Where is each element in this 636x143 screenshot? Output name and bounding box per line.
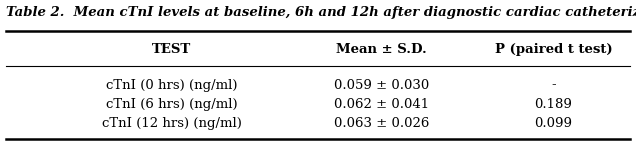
- Text: Table 2.  Mean cTnI levels at baseline, 6h and 12h after diagnostic cardiac cath: Table 2. Mean cTnI levels at baseline, 6…: [6, 6, 636, 19]
- Text: cTnI (12 hrs) (ng/ml): cTnI (12 hrs) (ng/ml): [102, 117, 242, 130]
- Text: P (paired t test): P (paired t test): [495, 43, 612, 56]
- Text: cTnI (6 hrs) (ng/ml): cTnI (6 hrs) (ng/ml): [106, 98, 237, 111]
- Text: 0.189: 0.189: [534, 98, 572, 111]
- Text: 0.099: 0.099: [534, 117, 572, 130]
- Text: 0.062 ± 0.041: 0.062 ± 0.041: [334, 98, 429, 111]
- Text: cTnI (0 hrs) (ng/ml): cTnI (0 hrs) (ng/ml): [106, 79, 237, 92]
- Text: 0.063 ± 0.026: 0.063 ± 0.026: [334, 117, 429, 130]
- Text: TEST: TEST: [152, 43, 191, 56]
- Text: Mean ± S.D.: Mean ± S.D.: [336, 43, 427, 56]
- Text: 0.059 ± 0.030: 0.059 ± 0.030: [334, 79, 429, 92]
- Text: -: -: [551, 79, 556, 92]
